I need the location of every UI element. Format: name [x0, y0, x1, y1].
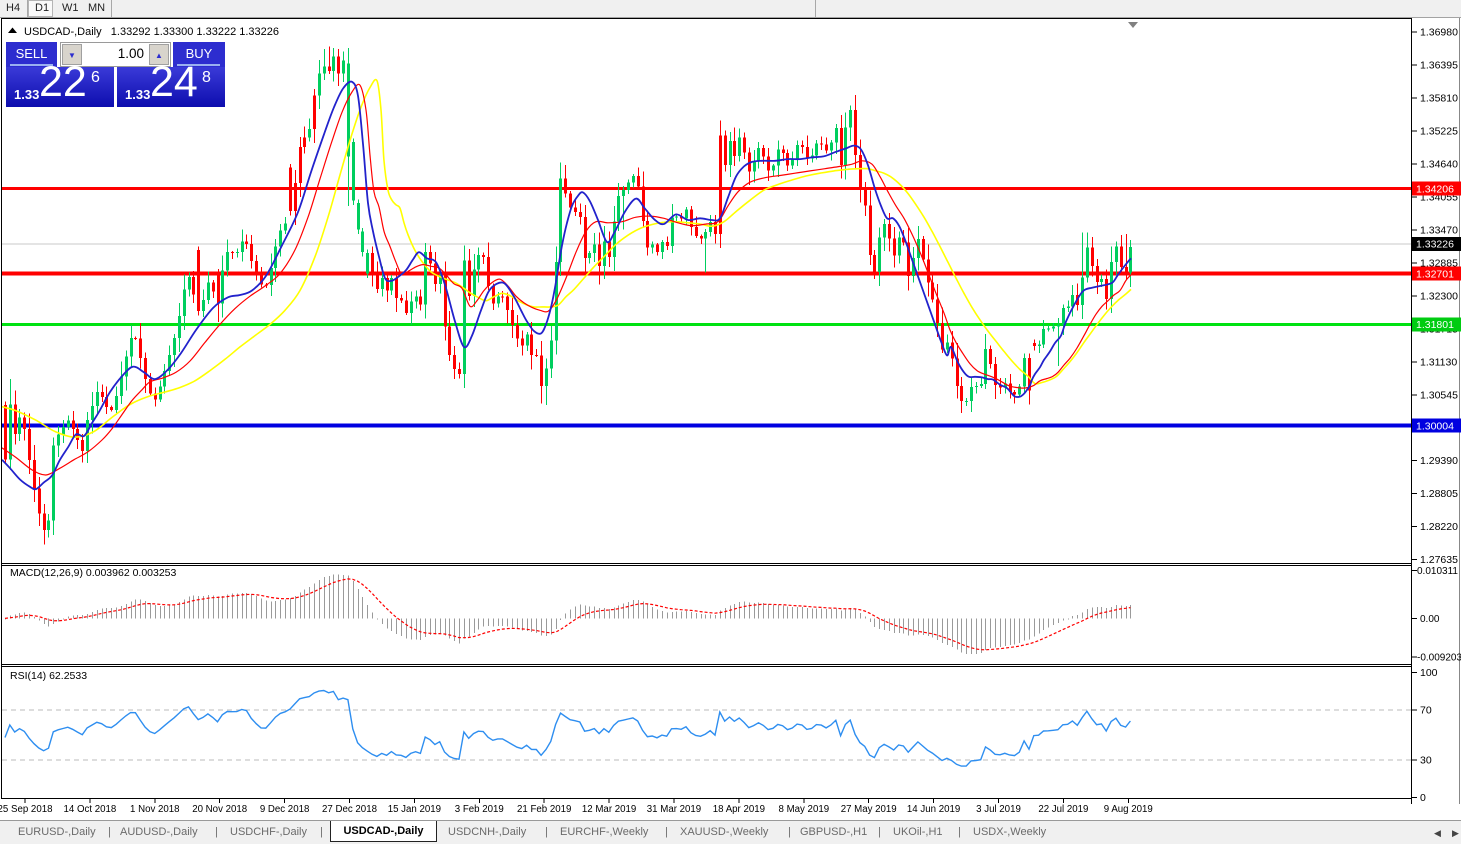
svg-text:15 Jan 2019: 15 Jan 2019 — [388, 804, 441, 815]
svg-text:1.32701: 1.32701 — [1416, 268, 1454, 280]
svg-text:22 Jul 2019: 22 Jul 2019 — [1038, 804, 1088, 815]
svg-text:MACD(12,26,9) 0.003962 0.00325: MACD(12,26,9) 0.003962 0.003253 — [10, 567, 177, 579]
svg-text:0.00: 0.00 — [1420, 614, 1440, 625]
svg-text:20 Nov 2018: 20 Nov 2018 — [192, 804, 247, 815]
svg-text:100: 100 — [1420, 667, 1438, 679]
svg-text:1.35225: 1.35225 — [1420, 126, 1458, 138]
svg-text:1.33226: 1.33226 — [1416, 239, 1454, 251]
svg-text:3 Jul 2019: 3 Jul 2019 — [976, 804, 1021, 815]
svg-text:8 May 2019: 8 May 2019 — [778, 804, 829, 815]
svg-text:9 Aug 2019: 9 Aug 2019 — [1104, 804, 1153, 815]
svg-text:18 Apr 2019: 18 Apr 2019 — [713, 804, 765, 815]
svg-text:1.30545: 1.30545 — [1420, 390, 1458, 402]
svg-text:30: 30 — [1420, 755, 1432, 767]
svg-text:1.36980: 1.36980 — [1420, 27, 1458, 39]
svg-text:0.010311: 0.010311 — [1417, 566, 1458, 577]
svg-text:1.34640: 1.34640 — [1420, 159, 1458, 171]
svg-text:12 Mar 2019: 12 Mar 2019 — [582, 804, 636, 815]
svg-text:14 Oct 2018: 14 Oct 2018 — [64, 804, 117, 815]
svg-text:1.30004: 1.30004 — [1416, 421, 1454, 433]
svg-text:1.27635: 1.27635 — [1420, 554, 1458, 566]
svg-text:1.36395: 1.36395 — [1420, 60, 1458, 72]
svg-text:1.31801: 1.31801 — [1416, 319, 1454, 331]
svg-text:1.35810: 1.35810 — [1420, 93, 1458, 105]
svg-text:3 Feb 2019: 3 Feb 2019 — [455, 804, 504, 815]
svg-text:1.29390: 1.29390 — [1420, 455, 1458, 467]
svg-text:27 May 2019: 27 May 2019 — [841, 804, 897, 815]
svg-text:1.32300: 1.32300 — [1420, 291, 1458, 303]
svg-text:31 Mar 2019: 31 Mar 2019 — [647, 804, 701, 815]
svg-text:27 Dec 2018: 27 Dec 2018 — [322, 804, 377, 815]
svg-text:9 Dec 2018: 9 Dec 2018 — [260, 804, 310, 815]
svg-text:14 Jun 2019: 14 Jun 2019 — [907, 804, 960, 815]
svg-text:1.31130: 1.31130 — [1420, 357, 1457, 369]
svg-text:1.33470: 1.33470 — [1420, 225, 1458, 237]
svg-text:USDCAD-,Daily 1.33292 1.3330: USDCAD-,Daily 1.33292 1.33300 1.33222 1.… — [24, 26, 279, 38]
svg-text:21 Feb 2019: 21 Feb 2019 — [517, 804, 571, 815]
svg-text:1.28805: 1.28805 — [1420, 488, 1458, 500]
svg-text:-0.009203: -0.009203 — [1417, 653, 1461, 664]
svg-text:25 Sep 2018: 25 Sep 2018 — [0, 804, 52, 815]
svg-text:0: 0 — [1420, 792, 1426, 804]
svg-text:1.28220: 1.28220 — [1420, 521, 1458, 533]
svg-text:70: 70 — [1420, 705, 1432, 717]
svg-text:RSI(14) 62.2533: RSI(14) 62.2533 — [10, 670, 87, 682]
svg-text:1 Nov 2018: 1 Nov 2018 — [130, 804, 180, 815]
svg-text:1.34206: 1.34206 — [1416, 184, 1454, 196]
